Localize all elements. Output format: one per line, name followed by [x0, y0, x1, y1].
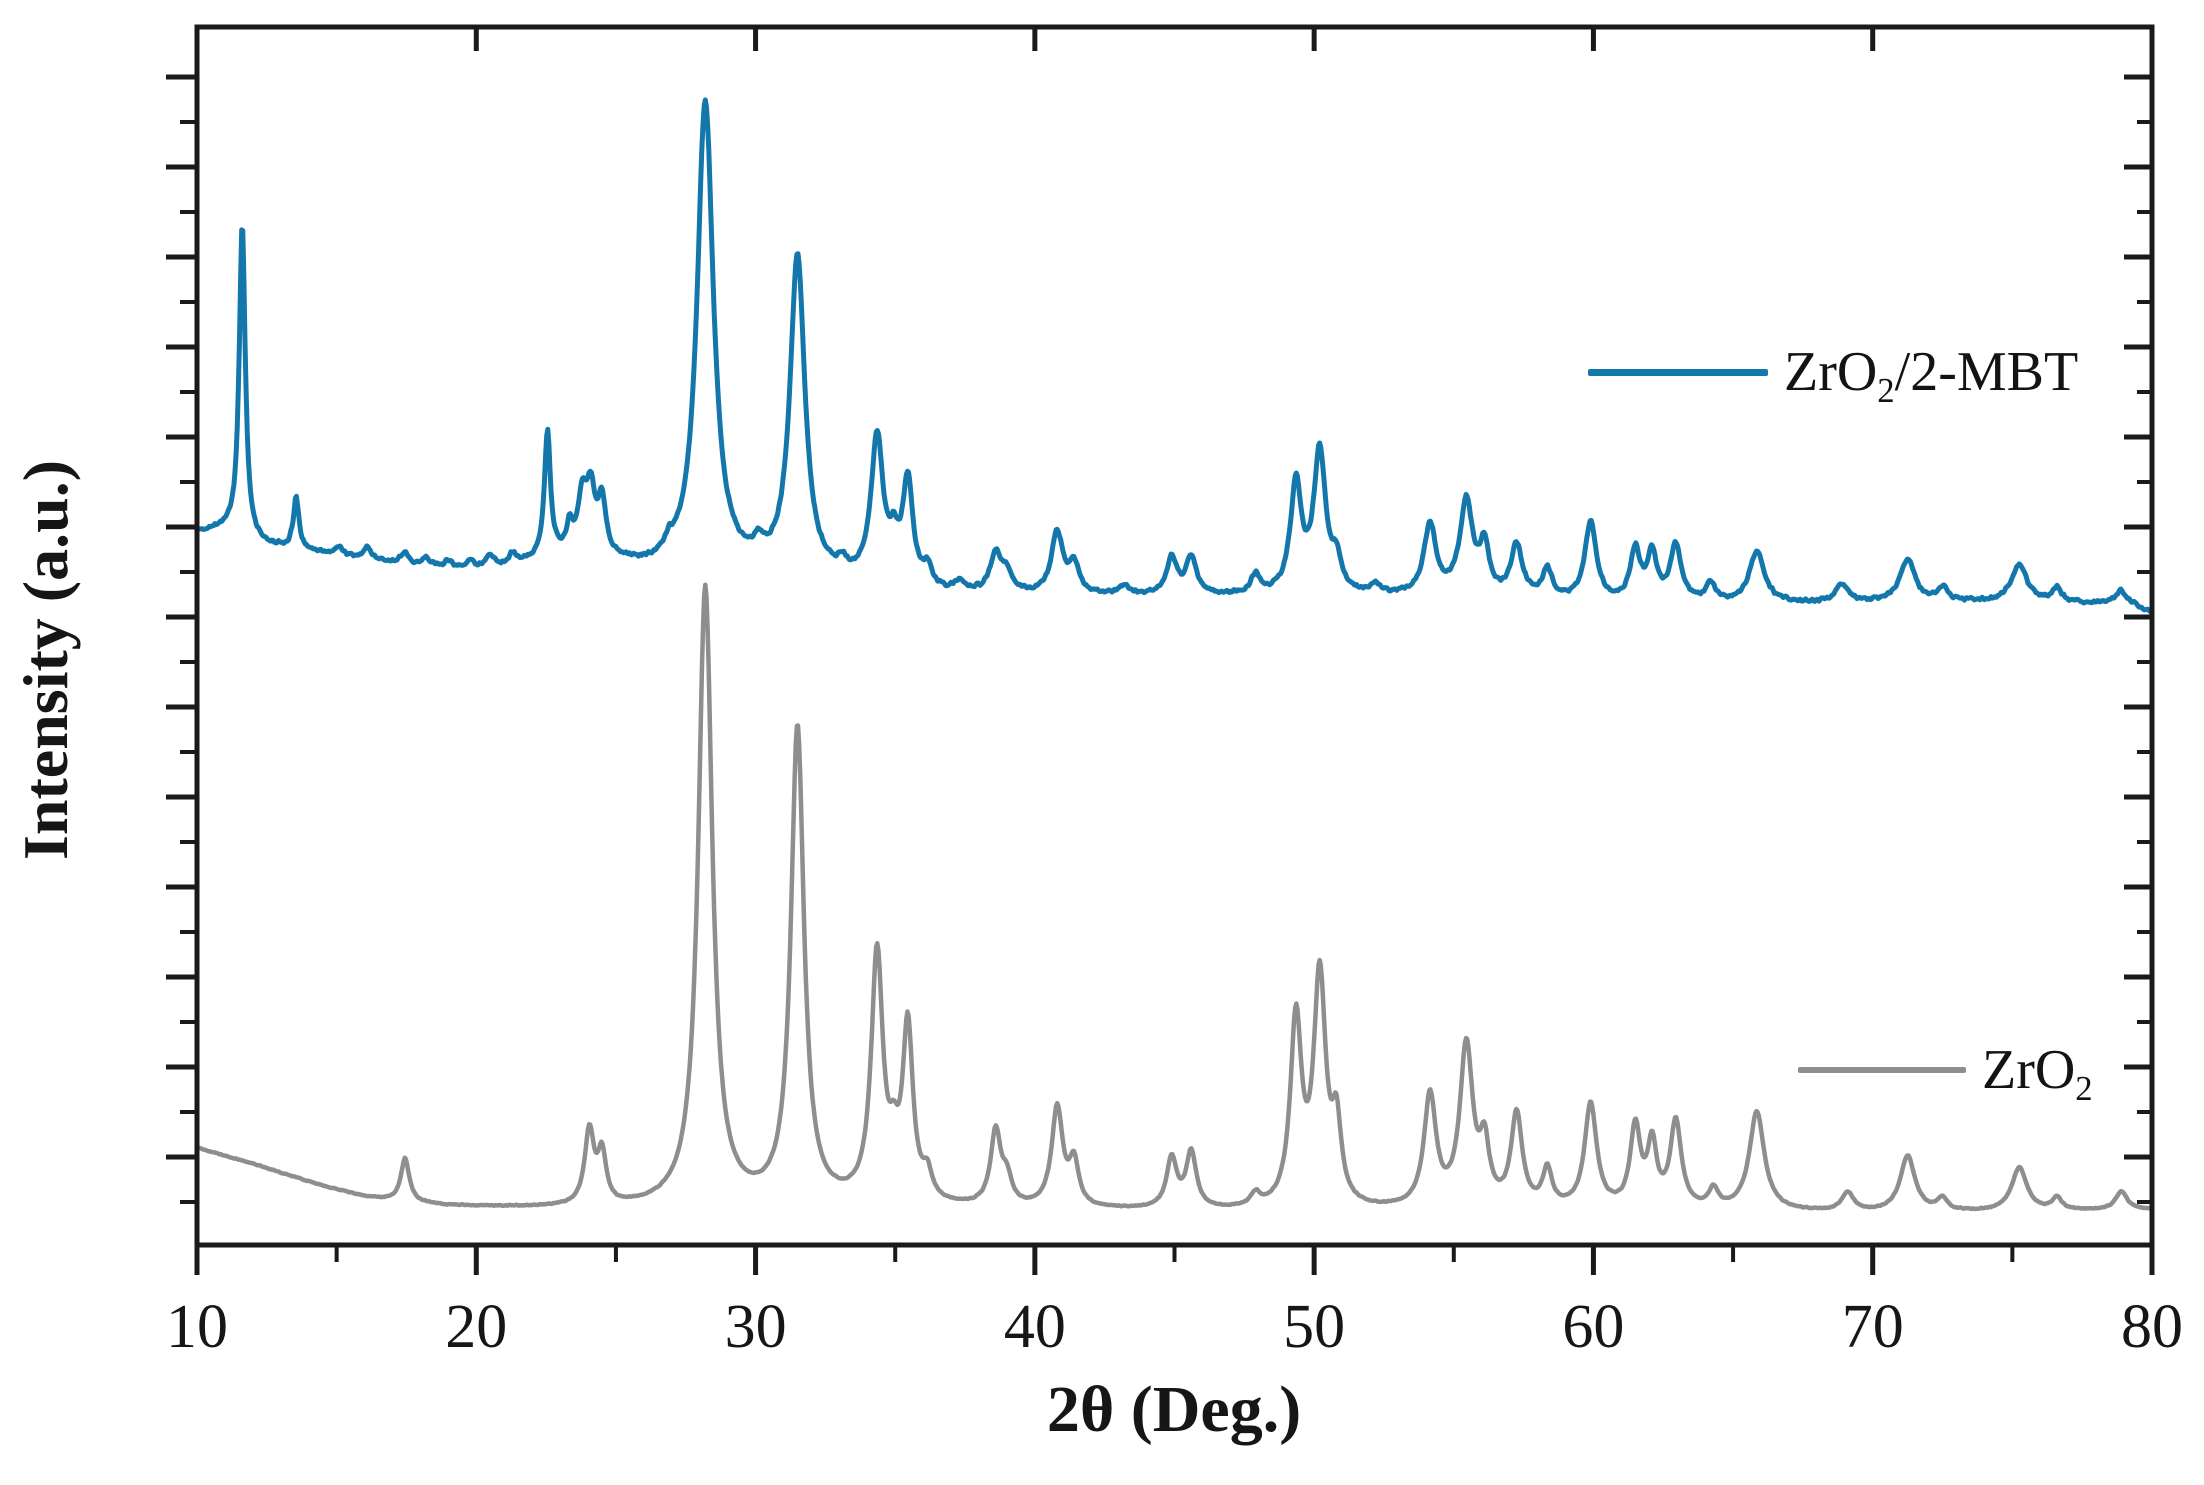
- plot-frame: [194, 24, 2155, 1248]
- legend-label-main: ZrO: [1982, 1039, 2076, 1101]
- legend-label-suffix: /2-MBT: [1894, 341, 2079, 403]
- y-axis-title: Intensity (a.u.): [10, 459, 81, 861]
- legend-item-zro2: ZrO2: [1798, 1039, 2093, 1106]
- curve-zro2: [194, 582, 2155, 1212]
- x-tick-label-50: 50: [1283, 1293, 1346, 1361]
- diffractogram-curves: [194, 97, 2155, 1212]
- curve-zro2-2-mbt: [194, 97, 2155, 615]
- legend-line-zro2-2mbt: [1588, 368, 1768, 376]
- legend-label-zro2: ZrO2: [1982, 1039, 2093, 1106]
- x-tick-label-10: 10: [166, 1293, 228, 1361]
- legend-label-subscript: 2: [2075, 1069, 2093, 1109]
- x-tick-label-80: 80: [2121, 1293, 2183, 1361]
- x-tick-label-70: 70: [1841, 1293, 1904, 1361]
- x-tick-label-30: 30: [724, 1293, 787, 1361]
- legend-label-zro2-2mbt: ZrO2/2-MBT: [1784, 341, 2079, 408]
- legend-label-main: ZrO: [1784, 341, 1878, 403]
- x-tick-label-20: 20: [445, 1293, 508, 1361]
- legend-label-subscript: 2: [1877, 371, 1895, 411]
- x-tick-label-40: 40: [1003, 1293, 1066, 1361]
- legend-line-zro2: [1798, 1067, 1966, 1073]
- legend-item-zro2-2mbt: ZrO2/2-MBT: [1588, 341, 2079, 408]
- x-axis-title: 2θ (Deg.): [1046, 1373, 1302, 1446]
- x-tick-label-60: 60: [1562, 1293, 1625, 1361]
